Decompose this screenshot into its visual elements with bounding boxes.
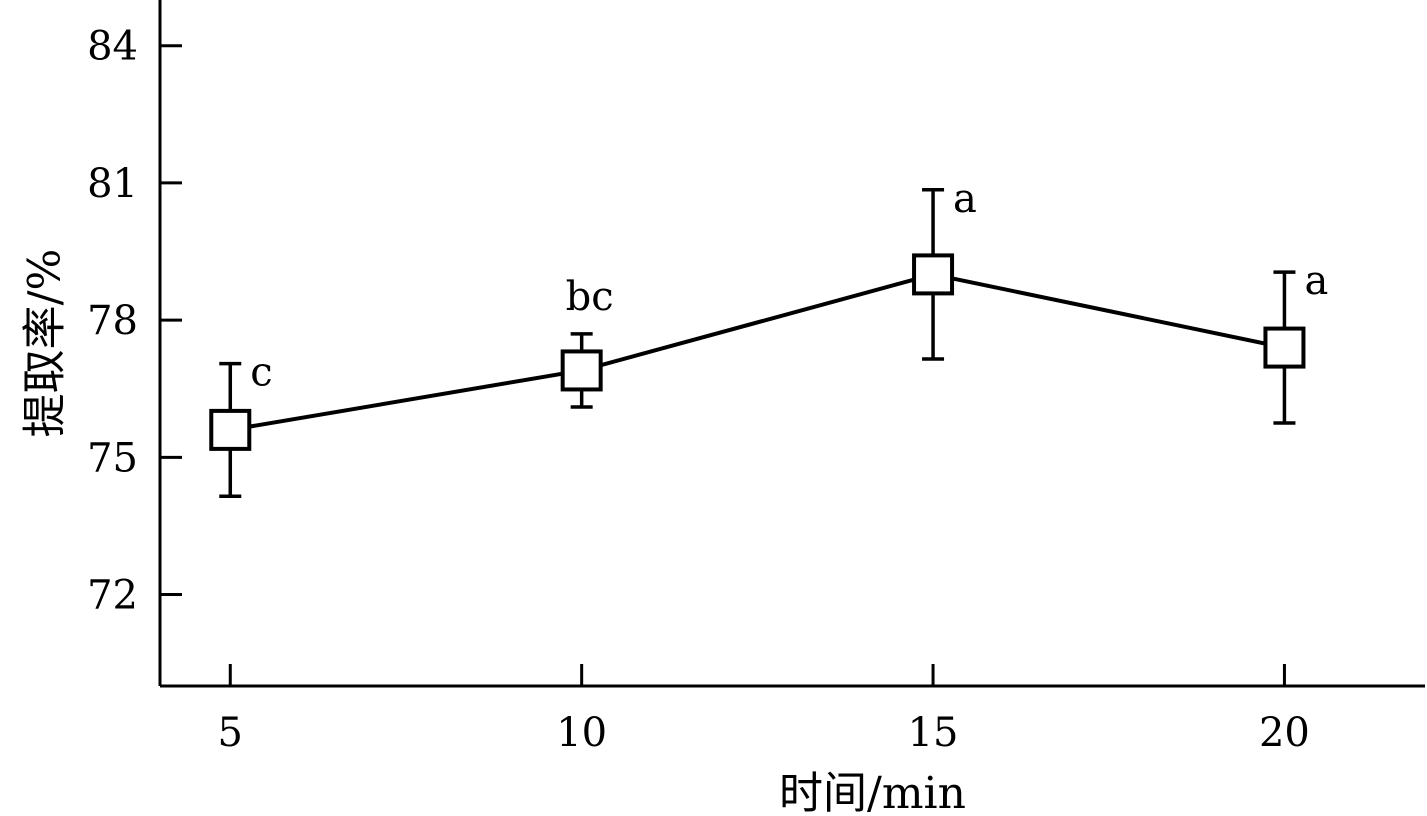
y-tick-label: 78 [87,298,138,344]
significance-label: a [1304,258,1328,304]
y-tick-label: 81 [87,161,138,207]
significance-label: bc [566,274,614,320]
data-point [560,349,603,392]
x-ticks: 5 10 15 20 [218,664,1310,756]
data-point [912,253,955,296]
x-axis-title: 时间/min [779,768,966,816]
x-tick-label: 20 [1259,710,1310,756]
x-tick-label: 15 [908,710,959,756]
y-tick-label: 72 [87,573,138,619]
significance-label: c [250,350,272,396]
series-group: c bc a a [209,176,1328,498]
data-point [1263,326,1306,369]
y-ticks: 72 75 78 81 84 [87,24,182,619]
axes [158,0,1425,688]
y-tick-label: 84 [87,24,138,70]
significance-label: a [953,176,977,222]
data-point [209,408,252,451]
y-axis-title: 提取率/% [19,249,70,438]
x-tick-label: 5 [218,710,243,756]
x-tick-label: 10 [556,710,607,756]
series-line [229,272,1285,432]
y-tick-label: 75 [87,435,138,481]
